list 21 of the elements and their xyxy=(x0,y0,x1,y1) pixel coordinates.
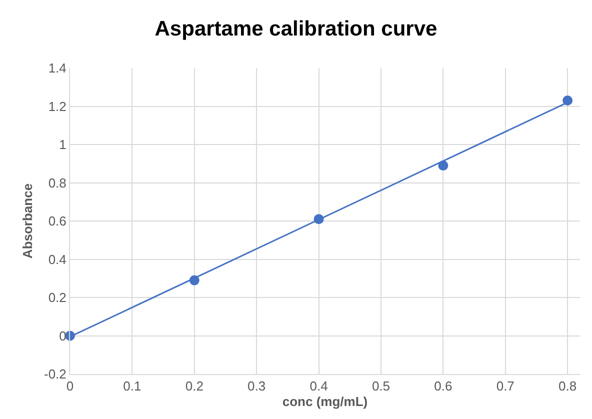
y-tick-label: 0 xyxy=(59,328,66,344)
x-tick-label: 0.7 xyxy=(496,378,514,394)
x-tick-label: 0.8 xyxy=(558,378,577,394)
x-axis-title: conc (mg/mL) xyxy=(282,394,368,410)
x-tick-label: 0.4 xyxy=(310,378,328,394)
y-tick-label: -0.2 xyxy=(44,366,66,382)
point xyxy=(562,96,573,106)
y-tick-label: 1.2 xyxy=(48,98,66,114)
x-tick-label: 0.6 xyxy=(434,378,452,394)
chart-title: Aspartame calibration curve xyxy=(154,18,438,41)
x-tick-label: 0.2 xyxy=(185,378,204,394)
y-tick-label: 1.4 xyxy=(48,60,66,76)
y-axis-title: Absorbance xyxy=(20,183,35,259)
y-tick-label: 1 xyxy=(59,137,66,152)
y-tick-label: 0.4 xyxy=(48,252,66,267)
x-tick-label: 0.3 xyxy=(248,378,266,394)
y-tick-label: 0.2 xyxy=(48,290,66,306)
y-tick-label: 0.8 xyxy=(48,175,66,190)
x-tick-label: 0.5 xyxy=(372,378,390,394)
y-tick-label: 0.6 xyxy=(48,214,66,229)
x-tick-label: 0.1 xyxy=(123,378,142,394)
